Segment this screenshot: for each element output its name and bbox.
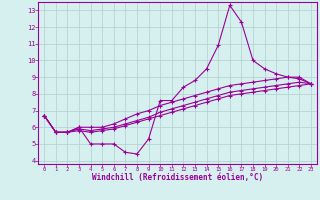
X-axis label: Windchill (Refroidissement éolien,°C): Windchill (Refroidissement éolien,°C) xyxy=(92,173,263,182)
